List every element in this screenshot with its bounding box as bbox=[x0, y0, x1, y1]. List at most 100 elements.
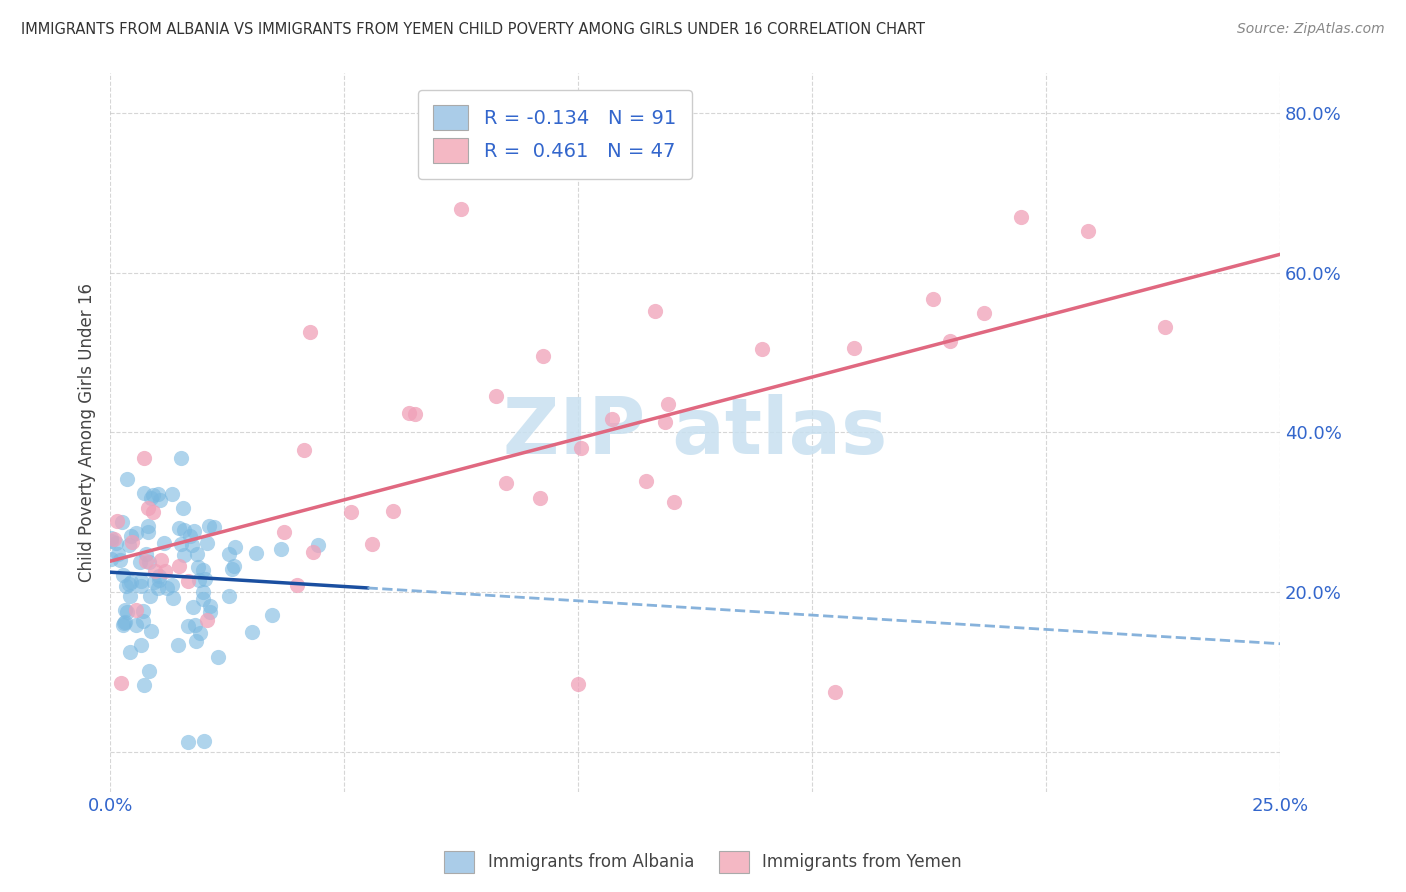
Point bbox=[262, 608, 284, 623]
Point bbox=[922, 292, 945, 306]
Point bbox=[153, 564, 176, 578]
Point bbox=[148, 573, 170, 587]
Point bbox=[179, 529, 201, 543]
Point bbox=[224, 540, 246, 554]
Point bbox=[188, 573, 211, 587]
Point bbox=[173, 548, 195, 562]
Point bbox=[1077, 224, 1099, 238]
Point bbox=[132, 486, 155, 500]
Point bbox=[360, 537, 382, 551]
Point bbox=[120, 528, 142, 542]
Point bbox=[273, 524, 295, 539]
Point bbox=[202, 520, 225, 534]
Point bbox=[135, 554, 157, 568]
Point bbox=[128, 555, 150, 569]
Point bbox=[125, 618, 148, 632]
Point bbox=[180, 538, 202, 552]
Point bbox=[172, 501, 194, 516]
Point bbox=[662, 495, 685, 509]
Point bbox=[132, 604, 155, 618]
Point bbox=[529, 491, 551, 506]
Point bbox=[644, 304, 666, 318]
Point bbox=[139, 624, 162, 638]
Point bbox=[657, 397, 679, 411]
Point bbox=[136, 501, 159, 516]
Point bbox=[108, 552, 131, 566]
Point bbox=[634, 474, 657, 488]
Y-axis label: Child Poverty Among Girls Under 16: Child Poverty Among Girls Under 16 bbox=[79, 283, 96, 582]
Point bbox=[160, 487, 183, 501]
Point bbox=[149, 493, 172, 508]
Point bbox=[107, 547, 129, 561]
Point bbox=[138, 664, 160, 678]
Point bbox=[143, 575, 166, 590]
Point bbox=[160, 578, 183, 592]
Point bbox=[218, 547, 240, 561]
Point bbox=[177, 735, 200, 749]
Point bbox=[142, 488, 165, 502]
Point bbox=[270, 541, 292, 556]
Point bbox=[842, 341, 865, 355]
Point bbox=[100, 551, 122, 566]
Point bbox=[146, 581, 169, 595]
Point bbox=[120, 574, 142, 589]
Point bbox=[218, 589, 240, 603]
Point bbox=[340, 505, 363, 519]
Point bbox=[170, 537, 193, 551]
Point bbox=[103, 533, 125, 547]
Point bbox=[307, 537, 329, 551]
Point bbox=[131, 638, 153, 652]
Point bbox=[221, 562, 243, 576]
Point bbox=[191, 592, 214, 607]
Text: IMMIGRANTS FROM ALBANIA VS IMMIGRANTS FROM YEMEN CHILD POVERTY AMONG GIRLS UNDER: IMMIGRANTS FROM ALBANIA VS IMMIGRANTS FR… bbox=[21, 22, 925, 37]
Point bbox=[100, 531, 122, 545]
Point bbox=[198, 599, 221, 613]
Point bbox=[145, 564, 167, 578]
Point bbox=[531, 350, 554, 364]
Point bbox=[114, 615, 136, 630]
Point bbox=[450, 202, 472, 216]
Point bbox=[194, 572, 217, 586]
Point bbox=[105, 514, 128, 528]
Point bbox=[104, 536, 127, 550]
Legend: R = -0.134   N = 91, R =  0.461   N = 47: R = -0.134 N = 91, R = 0.461 N = 47 bbox=[418, 90, 692, 178]
Point bbox=[136, 518, 159, 533]
Point bbox=[100, 534, 122, 549]
Point bbox=[132, 615, 155, 629]
Point bbox=[115, 605, 138, 619]
Point bbox=[567, 677, 589, 691]
Point bbox=[167, 558, 190, 573]
Point bbox=[824, 685, 846, 699]
Point bbox=[139, 589, 162, 603]
Point bbox=[148, 569, 170, 583]
Point bbox=[177, 574, 200, 589]
Point bbox=[195, 613, 218, 627]
Point bbox=[183, 524, 205, 538]
Point bbox=[195, 535, 218, 549]
Point bbox=[148, 486, 170, 500]
Point bbox=[1010, 210, 1032, 224]
Point bbox=[177, 619, 200, 633]
Point bbox=[112, 615, 135, 630]
Point bbox=[111, 618, 134, 632]
Point bbox=[118, 576, 141, 591]
Point bbox=[207, 650, 229, 665]
Point bbox=[129, 574, 152, 588]
Point bbox=[110, 515, 132, 529]
Point bbox=[114, 603, 136, 617]
Point bbox=[245, 546, 267, 560]
Point bbox=[111, 567, 134, 582]
Point bbox=[198, 519, 221, 533]
Point bbox=[398, 406, 420, 420]
Legend: Immigrants from Albania, Immigrants from Yemen: Immigrants from Albania, Immigrants from… bbox=[437, 845, 969, 880]
Point bbox=[381, 504, 404, 518]
Point bbox=[134, 678, 156, 692]
Point bbox=[292, 443, 315, 458]
Point bbox=[118, 589, 141, 603]
Point bbox=[404, 407, 426, 421]
Point bbox=[173, 523, 195, 537]
Point bbox=[138, 555, 160, 569]
Point bbox=[149, 553, 172, 567]
Point bbox=[152, 536, 174, 550]
Point bbox=[191, 585, 214, 599]
